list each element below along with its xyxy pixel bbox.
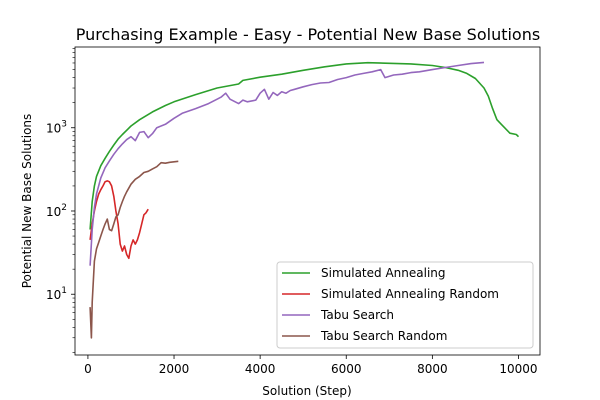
x-tick-label: 2000 <box>159 362 190 376</box>
x-tick-label: 6000 <box>331 362 362 376</box>
series-layer <box>89 61 520 339</box>
legend-label: Tabu Search Random <box>320 329 447 343</box>
y-tick-label: 103 <box>46 120 67 136</box>
x-tick-label: 10000 <box>499 362 537 376</box>
legend: Simulated Annealing Simulated Annealing R… <box>276 261 534 349</box>
x-axis-label: Solution (Step) <box>262 384 351 398</box>
legend-label: Simulated Annealing Random <box>321 287 499 301</box>
series-line-2 <box>89 180 149 260</box>
y-tick-label: 102 <box>46 203 67 219</box>
y-axis-ticks: 101 102 103 <box>46 48 75 353</box>
y-tick-label: 101 <box>46 286 67 302</box>
x-axis-ticks: 0 2000 4000 6000 8000 10000 <box>84 355 538 376</box>
x-tick-label: 0 <box>84 362 92 376</box>
series-line-4 <box>89 160 179 339</box>
x-tick-label: 8000 <box>417 362 448 376</box>
y-axis-label: Potential New Base Solutions <box>20 114 34 289</box>
legend-label: Simulated Annealing <box>321 266 446 280</box>
x-tick-label: 4000 <box>245 362 276 376</box>
series-line-1 <box>89 61 520 230</box>
legend-frame <box>276 261 534 349</box>
chart-title: Purchasing Example - Easy - Potential Ne… <box>76 25 540 44</box>
legend-label: Tabu Search <box>320 308 394 322</box>
plot-area-frame <box>74 46 541 356</box>
series-line-3 <box>89 61 485 266</box>
